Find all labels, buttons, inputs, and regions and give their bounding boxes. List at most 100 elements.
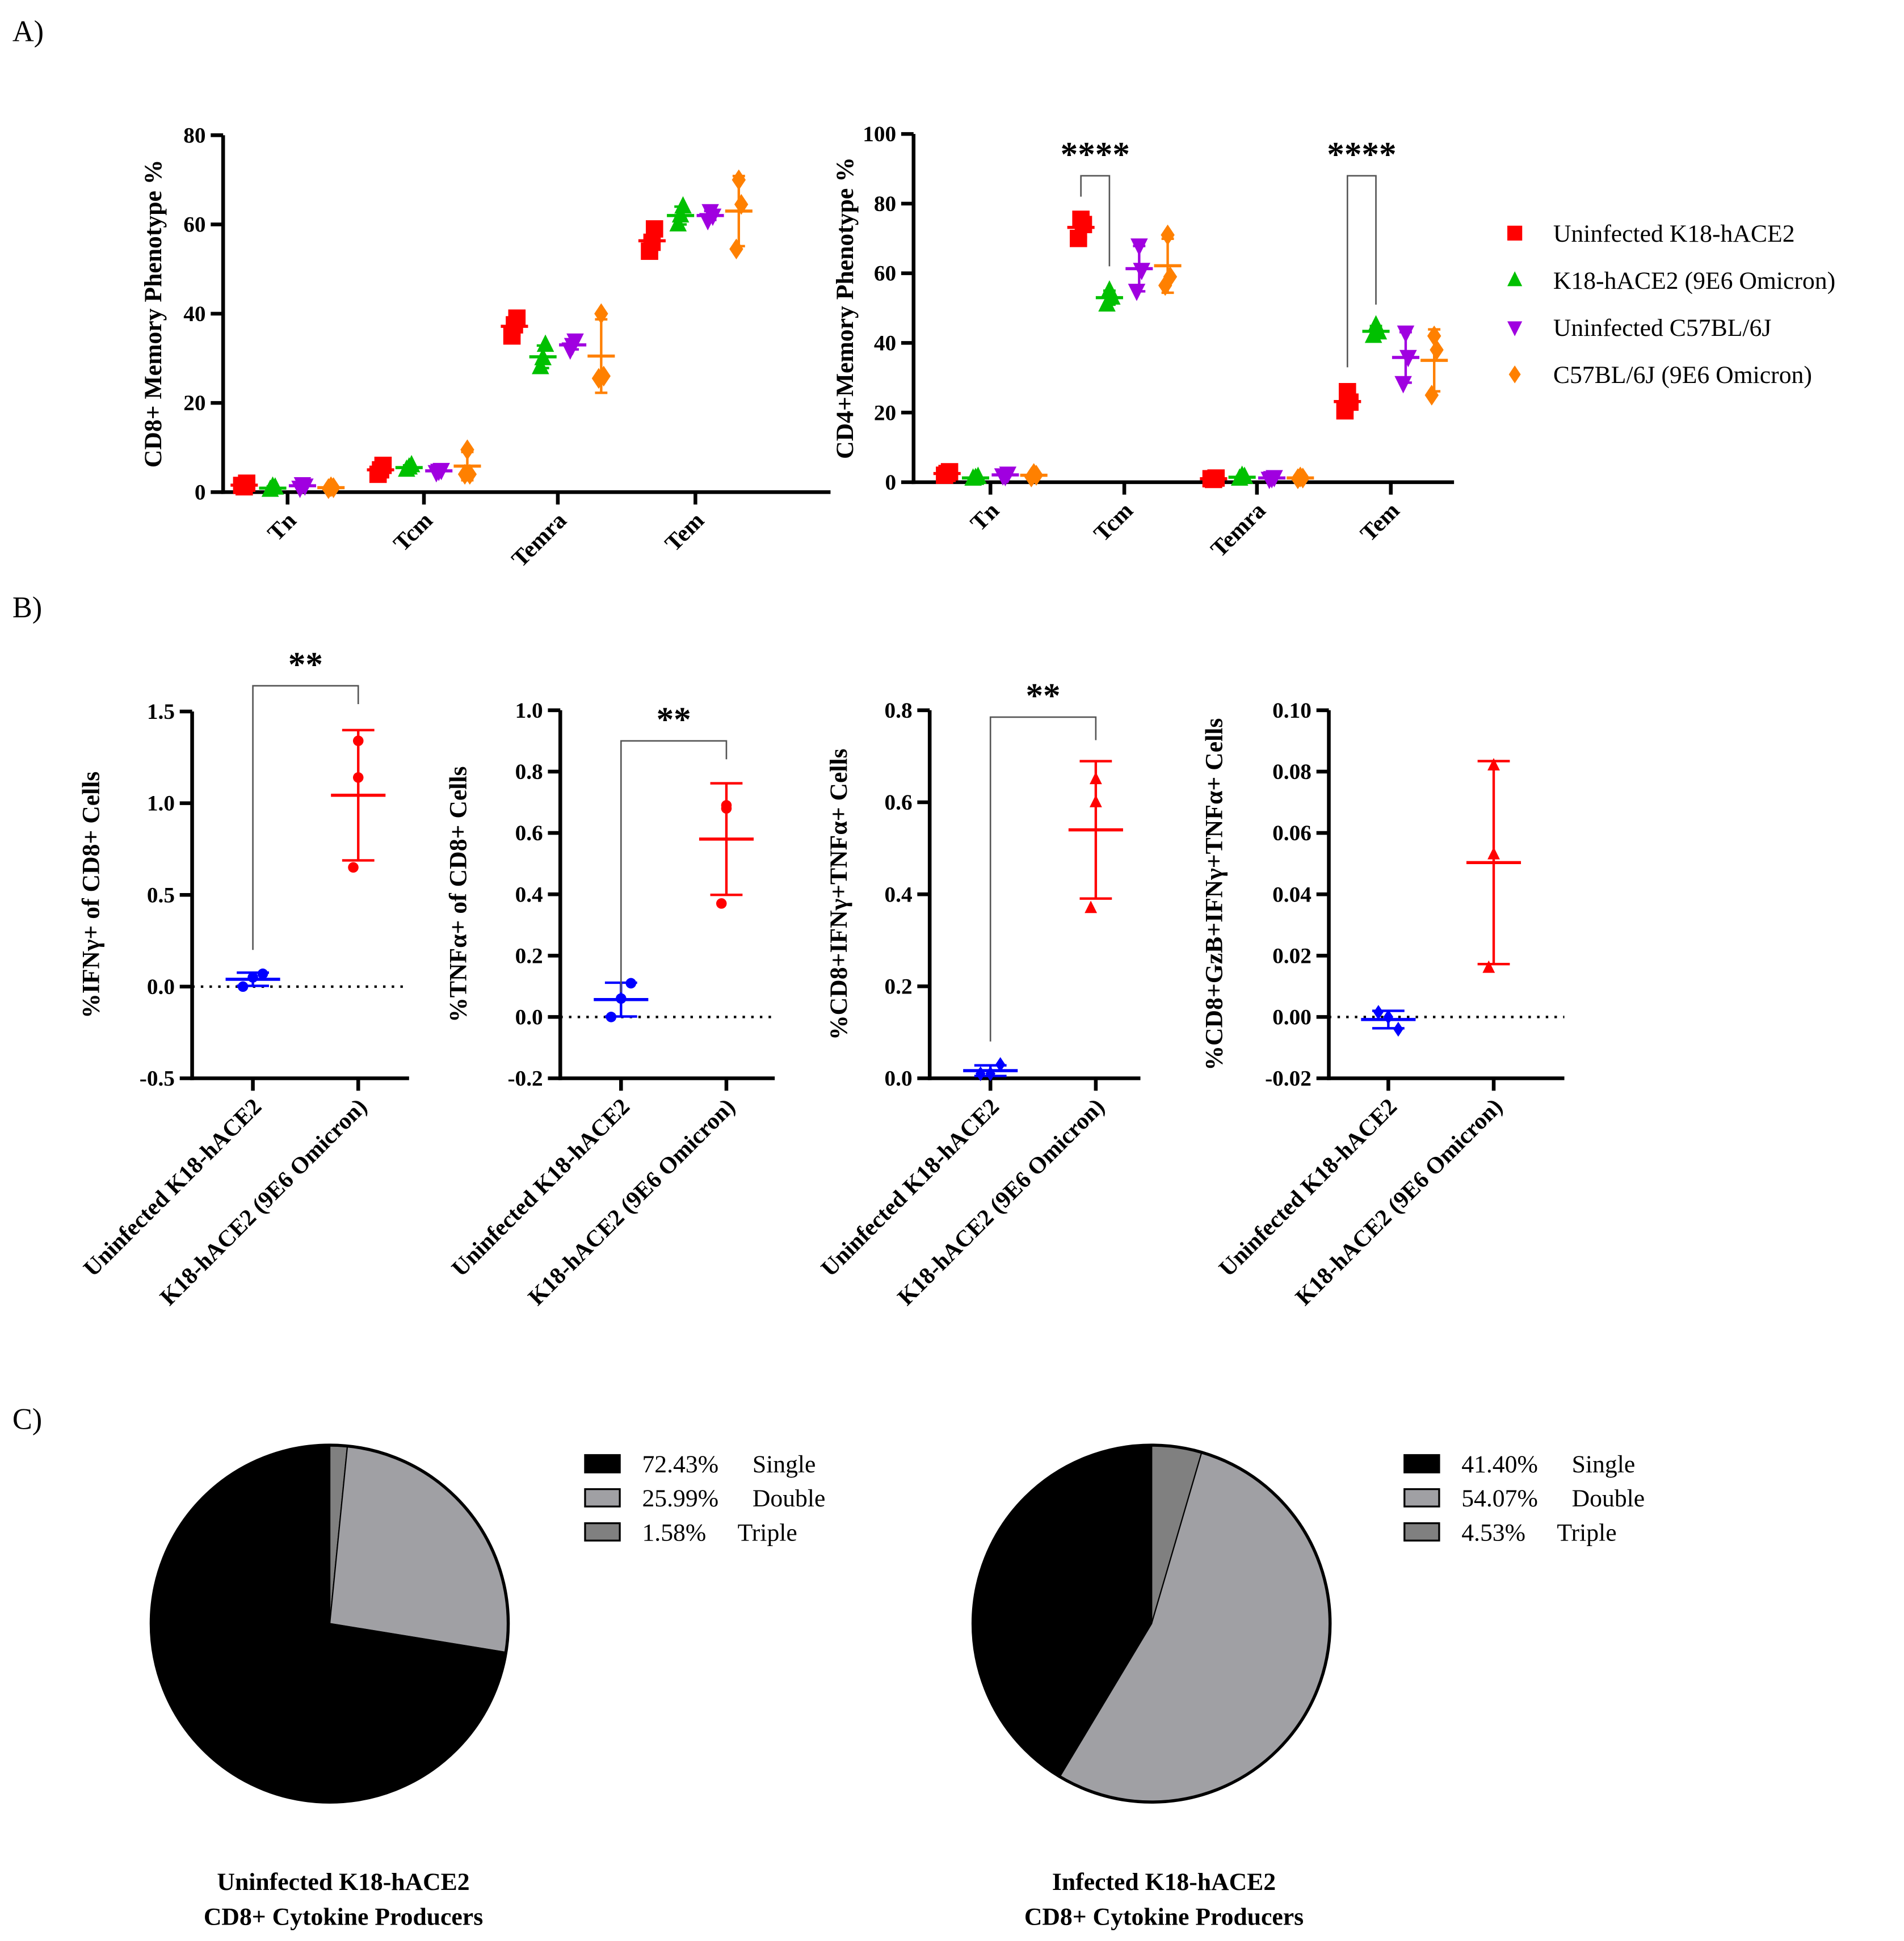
data-point [1394,376,1412,394]
chart-2: 0 20 40 60 80 100 Tn Tcm Temra Tem CD4+Memory Phen… [831,121,1455,562]
y-tick-label: 100 [863,121,896,146]
significance-bracket [620,740,728,993]
y-axis-label: %CD8+IFNγ+TNFα+ Cells [825,748,852,1040]
significance-label: ** [657,701,691,739]
y-tick-label: -0.02 [1265,1066,1312,1091]
data-point [1373,1005,1384,1020]
x-tick-label: K18-hACE2 (9E6 Omicron) [1290,1093,1507,1311]
data-point [1424,385,1439,406]
legend-percent: 4.53% [1461,1519,1525,1546]
data-point [1085,900,1098,913]
legend-percent: 25.99% [642,1485,718,1512]
data-point [1482,960,1495,973]
y-tick-label: -0.5 [140,1066,175,1091]
legend-percent: 1.58% [642,1519,706,1546]
y-tick-label: 1.0 [515,698,543,723]
pie-outline [971,1443,1332,1804]
y-tick-label: 1.0 [147,791,175,816]
legend-label: Uninfected K18-hACE2 [1553,220,1795,247]
charts: 0 20 40 60 80 Tn Tcm Temra Tem CD8+ Memory Phenot… [78,121,1645,1930]
y-axis-label: %IFNγ+ of CD8+ Cells [78,772,105,1018]
legend-item: K18-hACE2 (9E6 Omicron) [1507,267,1835,294]
data-point [669,214,687,231]
y-axis-label: %TNFα+ of CD8+ Cells [444,766,472,1022]
significance-bracket [1080,175,1111,267]
y-tick-label: 0.2 [515,943,543,968]
y-tick-label: 0 [195,479,206,504]
y-tick-label: 80 [874,191,896,216]
y-tick-label: 0.2 [884,974,912,999]
data-point [1100,280,1119,298]
legend-label: C57BL/6J (9E6 Omicron) [1553,361,1812,389]
y-tick-label: 1.5 [147,699,175,724]
y-axis-label: %CD8+GzB+IFNγ+TNFα+ Cells [1201,718,1228,1071]
legend-swatch [1403,1454,1440,1473]
legend-item: C57BL/6J (9E6 Omicron) [1508,361,1812,389]
chart-5: 0.0 0.2 0.4 0.6 0.8 Uninfected K18-hACE2K18-h… [816,677,1141,1311]
data-point [1133,263,1150,280]
y-tick-label: 20 [874,400,896,425]
y-tick-label: 0.8 [884,698,912,723]
y-tick-label: 0.06 [1272,820,1312,845]
legend: Uninfected K18-hACE2 K18-hACE2 (9E6 Omicr… [1507,220,1835,389]
data-point [1367,315,1385,332]
y-tick-label: 0.6 [884,790,912,815]
x-tick-label: Tem [1355,497,1405,546]
y-tick-label: 0.0 [515,1005,543,1030]
pie-title: CD8+ Cytokine Producers [1024,1903,1304,1930]
y-tick-label: 0.00 [1272,1005,1312,1030]
data-point [716,898,727,909]
y-tick-label: 40 [183,301,205,326]
legend-label: Uninfected C57BL/6J [1553,314,1772,342]
y-tick-label: 0.04 [1272,882,1312,907]
y-tick-label: 20 [183,390,205,415]
x-tick-label: Tcm [1088,497,1138,546]
x-tick-label: Uninfected K18-hACE2 [816,1093,1004,1282]
data-point [729,238,743,260]
pie-outline [149,1443,510,1804]
panel-label-b: B) [12,591,42,624]
x-tick-label: Tem [659,507,709,557]
y-tick-label: 0.5 [147,882,175,907]
triangle-up-marker-icon [1507,271,1523,287]
y-tick-label: 0.4 [515,882,543,907]
y-tick-label: 60 [183,212,205,237]
y-tick-label: 0.6 [515,820,543,845]
legend-label: Triple [738,1519,797,1546]
legend-swatch [584,1522,621,1542]
chart-6: -0.02 0.00 0.02 0.04 0.06 0.08 0.10 Uninfected … [1201,698,1565,1311]
legend-item: Uninfected C57BL/6J [1507,314,1771,342]
panel-label-a: A) [12,15,44,48]
y-tick-label: 0.02 [1272,943,1312,968]
significance-bracket [989,716,1097,1042]
legend-swatch [1403,1488,1440,1508]
data-point [1163,266,1178,288]
significance-label: **** [1327,136,1396,174]
data-point [348,862,359,873]
x-tick-label: Temra [1205,497,1271,562]
y-tick-label: 40 [874,331,896,356]
x-tick-label: K18-hACE2 (9E6 Omicron) [892,1093,1109,1311]
x-tick-label: Temra [506,507,571,572]
y-tick-label: 0.0 [147,974,175,999]
pie-chart-1: 72.43% Single 25.99% Double 1.58% Triple Uninf… [149,1443,825,1930]
data-point [460,439,474,461]
y-tick-label: 0.8 [515,759,543,784]
pie-title: Uninfected K18-hACE2 [217,1868,469,1896]
legend-label: Single [1572,1451,1636,1478]
panel-label-c: C) [12,1403,42,1436]
legend-label: Triple [1557,1519,1616,1546]
data-point [532,356,549,374]
y-tick-label: 0.08 [1272,759,1312,784]
legend-label: Single [753,1451,816,1478]
y-tick-label: 0 [885,470,897,495]
data-point [1161,224,1175,246]
chart-4: -0.2 0.0 0.2 0.4 0.6 0.8 1.0 Uninfected K18-hAC… [444,698,775,1311]
x-tick-label: Tcm [388,507,438,557]
chart-3: -0.5 0.0 0.5 1.0 1.5 Uninfected K18-hACE2K18-… [78,646,409,1311]
significance-bracket [1346,175,1377,368]
legend-percent: 72.43% [642,1451,718,1478]
legend-percent: 41.40% [1461,1451,1538,1478]
x-tick-label: K18-hACE2 (9E6 Omicron) [523,1093,740,1311]
